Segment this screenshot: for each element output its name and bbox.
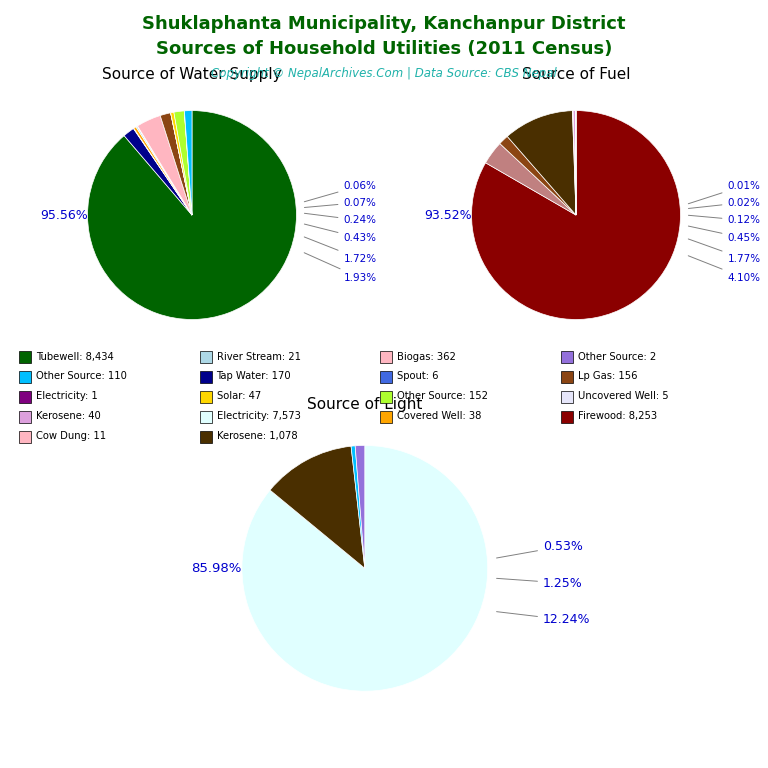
- Text: Tap Water: 170: Tap Water: 170: [217, 372, 291, 382]
- Text: 85.98%: 85.98%: [191, 562, 242, 574]
- Text: Lp Gas: 156: Lp Gas: 156: [578, 372, 637, 382]
- Text: 0.12%: 0.12%: [688, 215, 760, 225]
- Text: 0.53%: 0.53%: [497, 540, 583, 558]
- Text: 12.24%: 12.24%: [497, 611, 591, 627]
- Text: Sources of Household Utilities (2011 Census): Sources of Household Utilities (2011 Cen…: [156, 40, 612, 58]
- Text: Electricity: 7,573: Electricity: 7,573: [217, 412, 300, 422]
- Text: Uncovered Well: 5: Uncovered Well: 5: [578, 392, 668, 402]
- Text: 1.25%: 1.25%: [497, 577, 583, 590]
- Text: Tubewell: 8,434: Tubewell: 8,434: [36, 352, 114, 362]
- Wedge shape: [485, 144, 576, 215]
- Text: 1.72%: 1.72%: [304, 237, 376, 264]
- Wedge shape: [88, 111, 296, 319]
- Text: Kerosene: 1,078: Kerosene: 1,078: [217, 432, 297, 442]
- Text: Electricity: 1: Electricity: 1: [36, 392, 98, 402]
- Text: Other Source: 2: Other Source: 2: [578, 352, 656, 362]
- Text: 4.10%: 4.10%: [688, 256, 760, 283]
- Wedge shape: [134, 128, 192, 215]
- Wedge shape: [270, 446, 365, 568]
- Wedge shape: [174, 111, 192, 215]
- Wedge shape: [137, 115, 192, 215]
- Wedge shape: [161, 113, 192, 215]
- Text: 0.07%: 0.07%: [304, 197, 376, 207]
- Title: Source of Fuel: Source of Fuel: [521, 67, 631, 82]
- Text: 0.45%: 0.45%: [688, 226, 760, 243]
- Wedge shape: [137, 126, 192, 215]
- Text: 1.77%: 1.77%: [688, 239, 760, 264]
- Wedge shape: [134, 127, 192, 215]
- Text: Copyright © NepalArchives.Com | Data Source: CBS Nepal: Copyright © NepalArchives.Com | Data Sou…: [211, 67, 557, 80]
- Wedge shape: [572, 111, 576, 215]
- Text: Solar: 47: Solar: 47: [217, 392, 261, 402]
- Text: 0.02%: 0.02%: [688, 197, 760, 208]
- Text: Other Source: 110: Other Source: 110: [36, 372, 127, 382]
- Wedge shape: [184, 111, 192, 215]
- Title: Source of Water Supply: Source of Water Supply: [102, 67, 282, 82]
- Wedge shape: [136, 126, 192, 215]
- Wedge shape: [351, 445, 365, 568]
- Text: 1.93%: 1.93%: [304, 253, 376, 283]
- Wedge shape: [355, 445, 365, 568]
- Wedge shape: [573, 111, 576, 215]
- Text: Biogas: 362: Biogas: 362: [397, 352, 456, 362]
- Wedge shape: [170, 112, 192, 215]
- Text: Cow Dung: 11: Cow Dung: 11: [36, 432, 106, 442]
- Text: 93.52%: 93.52%: [424, 209, 472, 221]
- Text: Kerosene: 40: Kerosene: 40: [36, 412, 101, 422]
- Wedge shape: [500, 137, 576, 215]
- Text: River Stream: 21: River Stream: 21: [217, 352, 300, 362]
- Text: 0.43%: 0.43%: [304, 224, 376, 243]
- Wedge shape: [124, 128, 192, 215]
- Wedge shape: [242, 445, 488, 691]
- Title: Source of Light: Source of Light: [307, 397, 422, 412]
- Wedge shape: [472, 111, 680, 319]
- Text: 0.24%: 0.24%: [304, 214, 376, 225]
- Wedge shape: [508, 111, 576, 215]
- Text: Covered Well: 38: Covered Well: 38: [397, 412, 482, 422]
- Text: 0.01%: 0.01%: [688, 180, 760, 204]
- Text: 0.06%: 0.06%: [304, 180, 376, 202]
- Wedge shape: [170, 113, 192, 215]
- Text: Other Source: 152: Other Source: 152: [397, 392, 488, 402]
- Text: Spout: 6: Spout: 6: [397, 372, 439, 382]
- Text: Shuklaphanta Municipality, Kanchanpur District: Shuklaphanta Municipality, Kanchanpur Di…: [142, 15, 626, 33]
- Text: 95.56%: 95.56%: [40, 209, 88, 221]
- Text: Firewood: 8,253: Firewood: 8,253: [578, 412, 657, 422]
- Wedge shape: [184, 111, 192, 215]
